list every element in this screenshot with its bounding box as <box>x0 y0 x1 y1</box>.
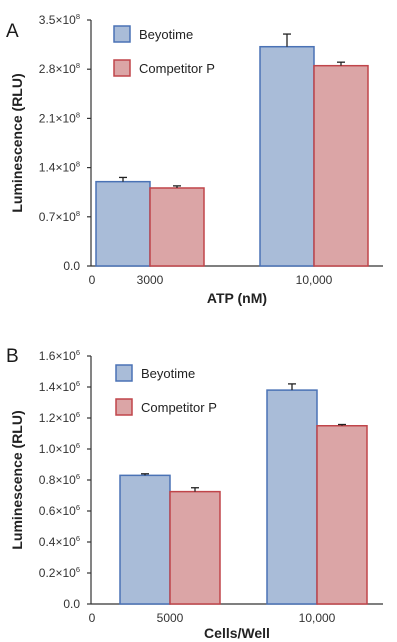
bar-beyotime-1 <box>259 45 315 267</box>
legend-swatch <box>115 364 133 382</box>
legend-label: Competitor P <box>139 61 215 76</box>
bar-competitor-p-1 <box>316 425 368 605</box>
bar-beyotime-1 <box>266 389 318 605</box>
panel-A: A 0.0 0.7×108 1.4×108 2.1×108 2.8×108 3.5×108 0… <box>6 12 383 306</box>
y-tick-label: 1.4×106 <box>39 379 80 394</box>
y-tick-label: 0.0 <box>63 597 80 611</box>
y-tick-label: 0.0 <box>63 259 80 273</box>
legend-label: Competitor P <box>141 400 217 415</box>
legend-swatch <box>115 398 133 416</box>
y-tick-label: 0.2×106 <box>39 565 80 580</box>
bar-competitor-p-0 <box>149 187 205 267</box>
x-tick-label: 5000 <box>157 611 184 625</box>
y-tick-label: 0.6×106 <box>39 503 80 518</box>
bar-beyotime-0 <box>119 474 171 605</box>
panel-letter: B <box>6 346 19 367</box>
x-origin-label: 0 <box>89 611 96 625</box>
y-tick-label: 0.4×106 <box>39 534 80 549</box>
x-tick-label: 3000 <box>137 273 164 287</box>
y-tick-label: 0.7×108 <box>39 209 80 224</box>
y-tick-label: 2.8×108 <box>39 61 80 76</box>
x-origin-label: 0 <box>89 273 96 287</box>
y-axis-title: Luminescence (RLU) <box>9 410 25 549</box>
y-tick-label: 2.1×108 <box>39 110 80 125</box>
panel-B: B 0.0 0.2×106 0.4×106 0.6×106 0.8×106 1.0×106 1… <box>6 346 383 641</box>
bar-beyotime-0 <box>95 180 151 267</box>
x-axis-title: ATP (nM) <box>207 290 267 306</box>
legend-label: Beyotime <box>141 366 195 381</box>
y-axis-title: Luminescence (RLU) <box>9 73 25 212</box>
y-tick-label: 1.2×106 <box>39 410 80 425</box>
y-tick-label: 1.6×106 <box>39 348 80 363</box>
panel-letter: A <box>6 21 19 42</box>
legend-swatch <box>113 59 131 77</box>
x-axis-title: Cells/Well <box>204 625 270 641</box>
legend-label: Beyotime <box>139 27 193 42</box>
x-tick-label: 10,000 <box>299 611 336 625</box>
y-tick-label: 1.0×106 <box>39 441 80 456</box>
y-tick-label: 3.5×108 <box>39 12 80 27</box>
y-tick-label: 0.8×106 <box>39 472 80 487</box>
x-tick-label: 10,000 <box>296 273 333 287</box>
bar-competitor-p-0 <box>169 490 221 605</box>
y-tick-label: 1.4×108 <box>39 160 80 175</box>
bar-competitor-p-1 <box>313 64 369 267</box>
legend-swatch <box>113 25 131 43</box>
